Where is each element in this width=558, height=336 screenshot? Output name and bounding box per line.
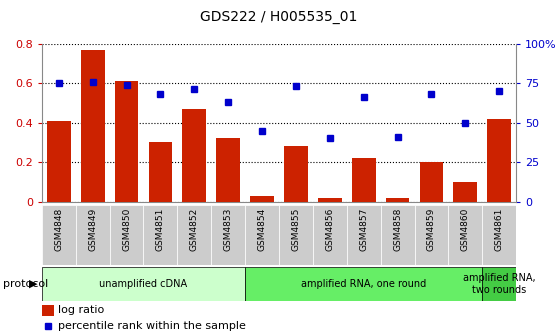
- Text: GSM4860: GSM4860: [461, 208, 470, 251]
- Text: GSM4848: GSM4848: [54, 208, 63, 251]
- Text: GSM4849: GSM4849: [88, 208, 97, 251]
- Bar: [47, 121, 71, 202]
- Bar: [482, 267, 516, 301]
- Text: percentile rank within the sample: percentile rank within the sample: [59, 321, 246, 331]
- Bar: [148, 142, 172, 202]
- Bar: [454, 182, 477, 202]
- Text: GSM4857: GSM4857: [359, 208, 368, 251]
- Bar: [284, 146, 308, 202]
- Text: log ratio: log ratio: [59, 305, 105, 315]
- Bar: [109, 205, 143, 265]
- Text: GSM4850: GSM4850: [122, 208, 131, 251]
- Text: GSM4859: GSM4859: [427, 208, 436, 251]
- Text: amplified RNA,
two rounds: amplified RNA, two rounds: [463, 273, 536, 295]
- Bar: [415, 205, 449, 265]
- Bar: [381, 205, 415, 265]
- Bar: [81, 50, 104, 202]
- Text: amplified RNA, one round: amplified RNA, one round: [301, 279, 426, 289]
- Text: protocol: protocol: [3, 279, 48, 289]
- Bar: [347, 205, 381, 265]
- Bar: [143, 205, 177, 265]
- Text: GDS222 / H005535_01: GDS222 / H005535_01: [200, 10, 358, 24]
- Bar: [487, 119, 511, 202]
- Bar: [217, 138, 240, 202]
- Text: ▶: ▶: [29, 279, 37, 289]
- Bar: [313, 205, 347, 265]
- Text: GSM4852: GSM4852: [190, 208, 199, 251]
- Bar: [352, 158, 376, 202]
- Bar: [177, 205, 211, 265]
- Bar: [449, 205, 482, 265]
- Bar: [42, 205, 76, 265]
- Bar: [42, 304, 54, 316]
- Bar: [211, 205, 245, 265]
- Bar: [250, 196, 274, 202]
- Text: GSM4861: GSM4861: [495, 208, 504, 251]
- Text: GSM4856: GSM4856: [325, 208, 334, 251]
- Bar: [245, 267, 482, 301]
- Text: GSM4853: GSM4853: [224, 208, 233, 251]
- Text: unamplified cDNA: unamplified cDNA: [99, 279, 187, 289]
- Text: GSM4855: GSM4855: [291, 208, 300, 251]
- Bar: [386, 198, 410, 202]
- Bar: [318, 198, 341, 202]
- Bar: [115, 81, 138, 202]
- Bar: [482, 205, 516, 265]
- Bar: [182, 109, 206, 202]
- Bar: [42, 267, 245, 301]
- Text: GSM4851: GSM4851: [156, 208, 165, 251]
- Bar: [420, 162, 443, 202]
- Text: GSM4858: GSM4858: [393, 208, 402, 251]
- Bar: [245, 205, 279, 265]
- Bar: [76, 205, 109, 265]
- Bar: [279, 205, 313, 265]
- Text: GSM4854: GSM4854: [258, 208, 267, 251]
